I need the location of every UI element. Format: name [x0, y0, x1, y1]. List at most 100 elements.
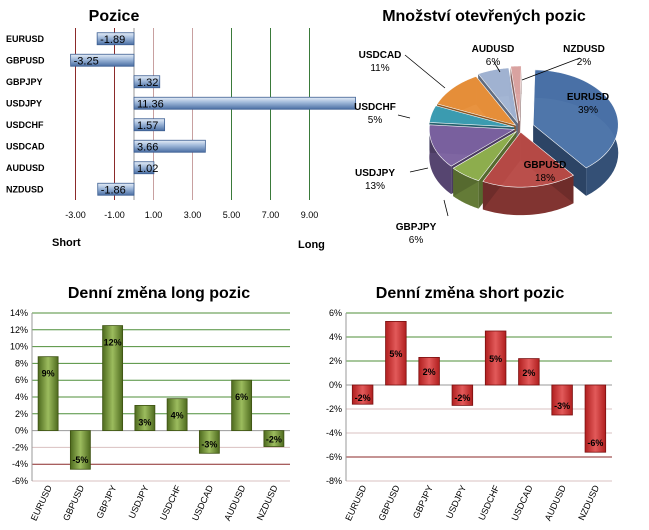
long-category-label: USDJPY — [127, 484, 151, 520]
short-category-label: EURUSD — [343, 483, 368, 522]
pie-slice-eurusd — [532, 69, 619, 169]
long-bar — [69, 430, 91, 470]
short-category-label: NZDUSD — [576, 483, 601, 522]
pie-slice-percent: 11% — [370, 63, 389, 74]
short-bar — [484, 330, 507, 386]
pozice-bar — [97, 182, 135, 196]
mnozstvi-labels: EURUSD 39% GBPUSD 18% GBPJPY 6% USDJPY 13% USDCH… — [354, 44, 609, 246]
pozice-long-label: Long — [298, 239, 325, 251]
pozice-bar-value: 1.32 — [137, 77, 158, 89]
long-category-label: GBPJPY — [94, 484, 118, 520]
long-category-label: USDCAD — [190, 483, 215, 522]
mnozstvi-pie — [429, 65, 619, 216]
long-bar — [231, 379, 253, 432]
pie-leader-line — [404, 54, 446, 89]
short-bar-value: -6% — [587, 438, 603, 448]
pozice-categories: EURUSD GBPUSD GBPJPY USDJPY USDCHF USDCAD AUDU… — [6, 34, 45, 195]
long-bar-value: 12% — [104, 338, 122, 348]
pozice-category-label: GBPJPY — [6, 77, 43, 87]
pie-slice-usdchf — [429, 105, 515, 128]
short-category-label: USDCHF — [477, 483, 502, 522]
short-tick-label: -6% — [326, 452, 342, 462]
pozice-tick-label: 5.00 — [223, 210, 241, 220]
short-title: Denní změna short pozic — [376, 285, 565, 302]
short-bars: -2% 5% 2% -2% 5% 2% -3% -6% — [351, 320, 607, 453]
short-tick-label: 6% — [329, 308, 342, 318]
short-bar-value: -3% — [554, 401, 570, 411]
long-bar — [37, 356, 59, 431]
pie-slice-label: NZDUSD — [563, 44, 605, 55]
pie-side-usdjpy — [429, 124, 452, 195]
pie-slice-label: AUDUSD — [472, 44, 515, 55]
pie-slice-percent: 39% — [578, 105, 598, 116]
pozice-tick-label: -1.00 — [104, 210, 125, 220]
pozice-category-label: GBPUSD — [6, 55, 45, 65]
short-bar-value: 5% — [489, 354, 502, 364]
pozice-bar-value: 1.02 — [137, 163, 158, 175]
short-bar-value: -2% — [355, 393, 371, 403]
long-tick-label: -6% — [12, 476, 28, 486]
pozice-category-label: USDJPY — [6, 98, 42, 108]
pie-slice-label: USDJPY — [355, 168, 395, 179]
pozice-bar-value: 1.57 — [137, 120, 158, 132]
short-category-label: AUDUSD — [543, 483, 568, 522]
short-bar — [418, 356, 440, 386]
pie-leader-line — [397, 114, 411, 119]
pozice-bar-value: -1.86 — [101, 184, 126, 196]
pie-slice-percent: 2% — [577, 57, 592, 68]
short-tick-label: 2% — [329, 356, 342, 366]
long-bar-value: 3% — [138, 417, 151, 427]
short-bar-value: 2% — [522, 368, 535, 378]
long-title: Denní změna long pozic — [68, 285, 250, 302]
long-tick-label: 12% — [10, 325, 28, 335]
short-category-label: GBPUSD — [377, 483, 402, 522]
long-bar-value: -5% — [72, 455, 88, 465]
pozice-category-label: EURUSD — [6, 34, 45, 44]
long-category-label: GBPUSD — [61, 483, 86, 522]
pozice-bar — [133, 96, 356, 110]
pie-slice-label: EURUSD — [567, 92, 609, 103]
short-bar — [518, 358, 540, 386]
mnozstvi-title: Množství otevřených pozic — [382, 8, 586, 25]
long-bar — [134, 404, 156, 431]
short-tick-label: -2% — [326, 404, 342, 414]
long-bar — [166, 398, 188, 431]
pie-slice-percent: 6% — [409, 235, 424, 246]
short-bar — [584, 384, 607, 453]
pie-slice-percent: 5% — [368, 115, 383, 126]
pozice-category-label: NZDUSD — [6, 184, 44, 194]
pozice-bar — [96, 32, 135, 46]
pozice-category-label: USDCAD — [6, 141, 45, 151]
pozice-bar-value: -1.89 — [100, 34, 125, 46]
pozice-bar — [133, 161, 155, 175]
pie-slice-gbpusd — [482, 131, 575, 188]
pie-slice-percent: 6% — [486, 57, 501, 68]
pie-slice-nzdusd — [510, 65, 522, 122]
long-chart: Denní změna long pozic 9% -5% 12% 3% 4% -3% 6%… — [10, 285, 290, 522]
pozice-tick-label: 7.00 — [262, 210, 280, 220]
short-bar — [351, 384, 374, 405]
short-category-label: USDJPY — [444, 484, 468, 520]
long-bar-value: -2% — [266, 435, 282, 445]
pie-leader-line — [409, 167, 429, 173]
pozice-bar — [133, 118, 166, 132]
pozice-category-label: USDCHF — [6, 120, 44, 130]
long-category-label: USDCHF — [158, 483, 183, 522]
long-tick-label: -2% — [12, 442, 28, 452]
short-bar-value: 2% — [423, 367, 436, 377]
pie-slice-percent: 18% — [535, 173, 555, 184]
pozice-tick-label: -3.00 — [65, 210, 86, 220]
pozice-bars: -1.89-3.25 1.32 11.36 1.57 3.66 1.02 -1.86 — [70, 32, 356, 196]
long-tick-label: 14% — [10, 308, 28, 318]
long-bars: 9% -5% 12% 3% 4% -3% 6% -2% — [37, 325, 285, 470]
pie-slice-percent: 13% — [365, 181, 385, 192]
long-tick-label: 8% — [15, 358, 28, 368]
mnozstvi-leaders — [397, 54, 581, 217]
long-bar-value: 4% — [171, 411, 184, 421]
long-category-label: AUDUSD — [222, 483, 247, 522]
long-bar — [198, 430, 220, 454]
short-grid — [345, 312, 612, 482]
pie-slice-label: USDCAD — [359, 50, 402, 61]
long-category-label: NZDUSD — [255, 483, 280, 522]
